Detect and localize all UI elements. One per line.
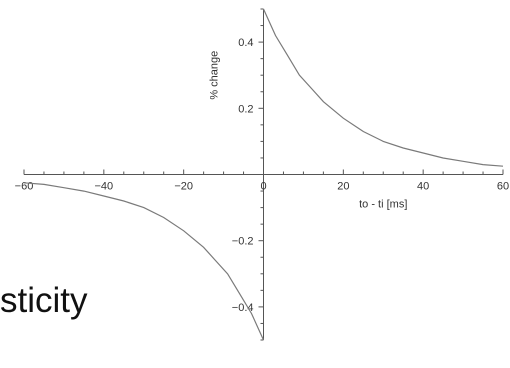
x-axis-label: to - ti [ms]: [359, 199, 407, 211]
y-tick-label: −0.4: [232, 302, 254, 314]
series-line-1: [262, 8, 504, 167]
series-line-2: [23, 182, 265, 341]
y-axis-label: % change: [209, 51, 221, 100]
x-tick-label: 0: [260, 181, 266, 193]
chart-ticks: −60 −40 −20 0 20 40 60 −0.4 −0.2 0.2 0.4: [15, 8, 509, 341]
chart-series: [23, 8, 504, 341]
x-tick-label: −20: [174, 181, 193, 193]
x-tick-label: 40: [417, 181, 429, 193]
x-tick-label: −40: [94, 181, 113, 193]
x-tick-label: 60: [497, 181, 509, 193]
x-tick-label: 20: [337, 181, 349, 193]
x-tick-label: −60: [15, 181, 34, 193]
chart-labels: to - ti [ms] % change: [209, 51, 408, 211]
y-tick-label: −0.2: [232, 236, 254, 248]
slide-title-fragment: sticity: [0, 281, 88, 320]
y-tick-label: 0.2: [238, 103, 253, 115]
y-tick-label: 0.4: [238, 37, 253, 49]
